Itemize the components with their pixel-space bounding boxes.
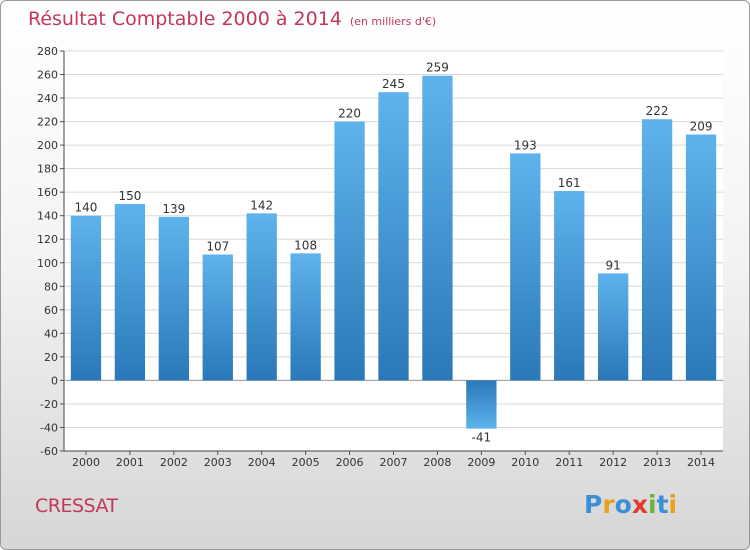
data-label-2008: 259 [426, 61, 449, 75]
y-tick-label: 200 [37, 139, 58, 152]
data-label-2002: 139 [162, 202, 185, 216]
x-tick-label: 2011 [555, 456, 583, 469]
y-tick-label: 20 [44, 351, 58, 364]
bar-2003 [202, 254, 233, 381]
logo-letter: i [668, 490, 678, 519]
y-tick-label: 40 [44, 327, 58, 340]
x-tick-label: 2003 [204, 456, 232, 469]
data-label-2010: 193 [514, 138, 537, 152]
bar-2009 [466, 380, 497, 429]
x-tick-label: 2012 [599, 456, 627, 469]
x-tick-label: 2013 [643, 456, 671, 469]
data-label-2007: 245 [382, 77, 405, 91]
bar-2004 [246, 213, 277, 381]
x-tick-label: 2007 [380, 456, 408, 469]
y-tick-label: 180 [37, 163, 58, 176]
x-tick-label: 2001 [116, 456, 144, 469]
data-label-2001: 150 [118, 189, 141, 203]
y-tick-label: 0 [51, 374, 58, 387]
axes: -60 -40 -20 0 20 40 60 80 100 120 140 160 180 200 220 2… [37, 45, 723, 469]
x-tick-label: 2006 [336, 456, 364, 469]
logo-letter: t [656, 490, 669, 519]
chart-subtitle: (en milliers d'€) [349, 15, 437, 28]
logo-letter: o [614, 490, 632, 519]
bar-2013 [641, 119, 673, 381]
logo-letter: x [631, 490, 648, 519]
logo-letter: r [602, 490, 615, 519]
bar-2008 [422, 75, 453, 381]
x-tick-label: 2008 [423, 456, 451, 469]
data-labels: 140 150 139 107 142 108 220 245 259 -41 193 161 91 22… [75, 61, 713, 445]
bar-2012 [598, 273, 629, 381]
x-tick-label: 2004 [248, 456, 276, 469]
data-label-2003: 107 [206, 240, 229, 254]
y-tick-label: 160 [37, 186, 58, 199]
logo-letter: i [648, 490, 657, 519]
x-tick-label: 2002 [160, 456, 188, 469]
data-label-2009: -41 [472, 431, 492, 445]
data-label-2005: 108 [294, 238, 317, 252]
commune-name: CRESSAT [35, 495, 118, 517]
bar-2014 [685, 134, 717, 381]
x-tick-label: 2010 [511, 456, 539, 469]
bar-2006 [334, 121, 365, 381]
data-label-2004: 142 [250, 198, 273, 212]
bar-2007 [378, 92, 409, 381]
y-tick-label: 220 [37, 116, 58, 129]
y-tick-label: -20 [40, 398, 58, 411]
x-tick-label: 2005 [292, 456, 320, 469]
y-tick-label: -60 [40, 445, 58, 458]
bar-2005 [290, 253, 321, 381]
bar-2002 [158, 216, 189, 381]
data-label-2012: 91 [606, 258, 621, 272]
x-tick-label: 2000 [72, 456, 100, 469]
proxiti-logo[interactable]: Proxiti [584, 490, 677, 519]
data-label-2000: 140 [75, 201, 98, 215]
y-tick-label: 260 [37, 69, 58, 82]
bar-2001 [114, 203, 146, 381]
chart-title: Résultat Comptable 2000 à 2014 (en millie… [28, 8, 436, 30]
bar-2010 [510, 153, 541, 381]
y-tick-label: -40 [40, 421, 58, 434]
data-label-2006: 220 [338, 107, 361, 121]
bar-2000 [70, 215, 102, 381]
data-label-2014: 209 [690, 120, 713, 134]
data-label-2013: 222 [646, 104, 669, 118]
y-tick-label: 240 [37, 92, 58, 105]
y-tick-label: 60 [44, 304, 58, 317]
x-tick-label: 2014 [687, 456, 715, 469]
y-tick-label: 120 [37, 233, 58, 246]
y-tick-label: 80 [44, 280, 58, 293]
bars [70, 75, 717, 429]
data-label-2011: 161 [558, 176, 581, 190]
x-tick-label: 2009 [467, 456, 495, 469]
title-text: Résultat Comptable 2000 à 2014 [28, 8, 342, 30]
logo-letter: P [584, 490, 603, 519]
y-tick-label: 140 [37, 210, 58, 223]
y-tick-label: 280 [37, 45, 58, 58]
y-tick-label: 100 [37, 257, 58, 270]
bar-2011 [554, 191, 585, 381]
